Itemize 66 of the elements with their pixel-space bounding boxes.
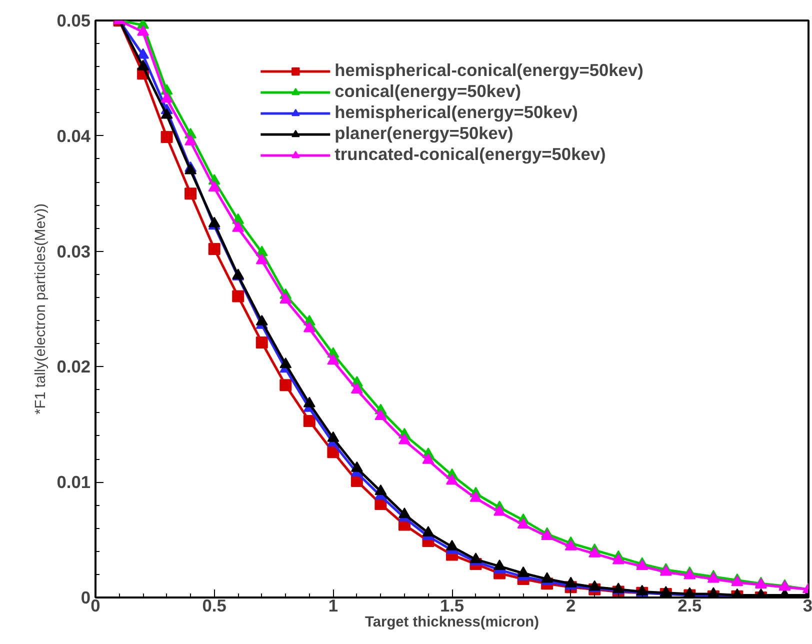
point — [137, 48, 150, 59]
point — [256, 254, 268, 264]
x-tick-label: 2 — [566, 596, 576, 616]
point — [350, 382, 363, 394]
point — [208, 216, 220, 228]
y-tick-label: 0.04 — [56, 126, 91, 146]
point — [374, 484, 387, 496]
x-tick-label: 1.5 — [440, 596, 464, 616]
point — [636, 559, 648, 570]
point — [707, 572, 720, 583]
point — [327, 431, 340, 442]
point — [422, 526, 434, 537]
point — [446, 474, 458, 485]
point — [184, 134, 197, 146]
y-tick-label: 0.05 — [56, 10, 91, 30]
point — [184, 164, 197, 174]
x-tick-label: 3 — [802, 596, 812, 616]
point — [208, 242, 220, 255]
point — [303, 322, 316, 332]
point — [398, 434, 410, 444]
point — [541, 529, 554, 540]
legend-label: conical(energy=50kev) — [334, 81, 522, 102]
point — [280, 292, 292, 304]
point — [350, 461, 363, 472]
point — [280, 358, 292, 368]
point — [327, 354, 340, 365]
legend-label: truncated-conical(energy=50kev) — [334, 144, 606, 165]
point — [232, 290, 244, 302]
point — [374, 409, 387, 420]
point — [470, 491, 482, 502]
y-tick-label: 0.01 — [56, 472, 91, 492]
legend-label: hemispherical(energy=50kev) — [334, 102, 578, 123]
point — [137, 60, 150, 70]
y-tick-label: 0.02 — [56, 356, 91, 377]
point — [731, 576, 744, 586]
point — [564, 540, 577, 550]
point — [446, 540, 458, 550]
x-tick-label: 0.5 — [202, 596, 227, 616]
point — [564, 576, 577, 588]
point — [160, 92, 173, 103]
legend-label: hemispherical-conical(energy=50kev) — [334, 60, 644, 81]
point — [494, 505, 506, 516]
point — [160, 108, 173, 119]
point — [422, 453, 434, 464]
point — [303, 414, 316, 427]
point — [541, 572, 554, 583]
point — [398, 508, 410, 518]
legend-label: planer(energy=50kev) — [334, 123, 514, 144]
x-tick-label: 2.5 — [678, 596, 702, 616]
point — [660, 565, 672, 576]
point — [494, 559, 506, 570]
point — [256, 336, 268, 348]
point — [303, 396, 316, 408]
y-tick-label: 0.03 — [56, 241, 91, 262]
point — [256, 314, 268, 326]
point — [208, 180, 220, 192]
point — [232, 221, 244, 232]
point — [137, 25, 150, 36]
point — [517, 518, 530, 528]
y-axis-title: *F1 tally(electron particles(Mev)) — [32, 204, 49, 414]
point — [684, 568, 696, 580]
point — [517, 566, 530, 577]
x-axis-title: Target thickness(micron) — [364, 614, 540, 630]
x-tick-label: 1 — [328, 596, 338, 616]
point — [612, 554, 624, 564]
point — [588, 546, 601, 558]
